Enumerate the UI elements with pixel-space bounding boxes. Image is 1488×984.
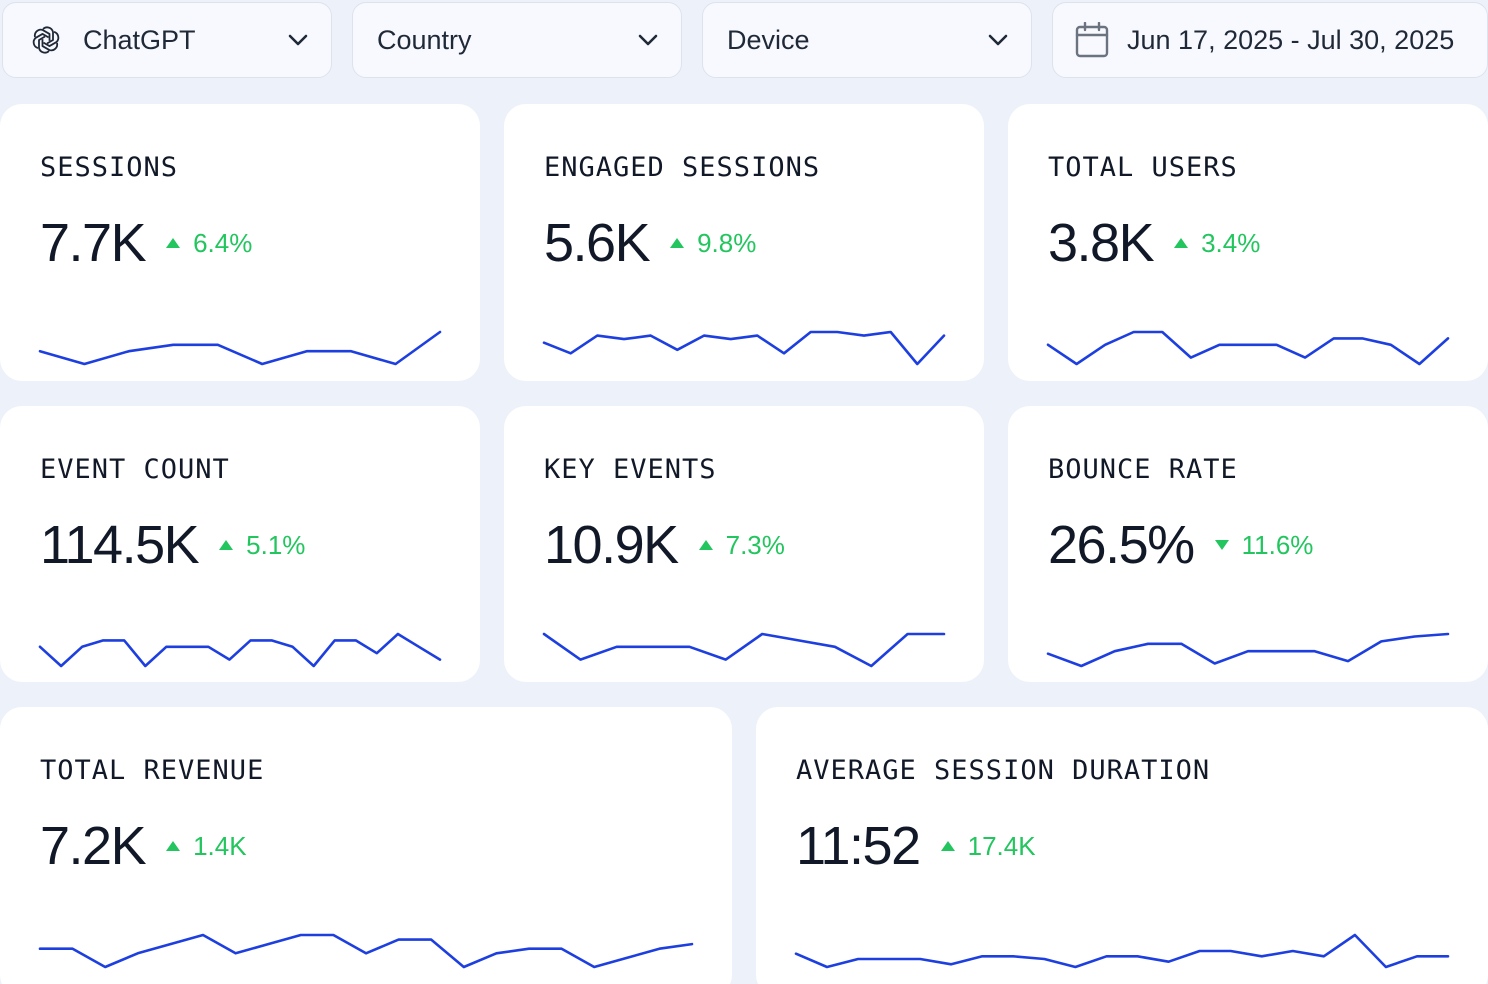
chevron-down-icon — [637, 29, 659, 51]
metric-delta: 5.1% — [218, 530, 305, 561]
country-filter-dropdown[interactable]: Country — [352, 2, 682, 78]
metric-card-bounce-rate: BOUNCE RATE 26.5% 11.6% — [1008, 406, 1488, 682]
sparkline-chart — [38, 933, 694, 969]
sparkline-chart — [794, 933, 1450, 969]
date-range-label: Jun 17, 2025 - Jul 30, 2025 — [1127, 24, 1455, 55]
sparkline-chart — [1046, 632, 1450, 668]
metric-delta-value: 9.8% — [697, 227, 757, 258]
metric-delta: 11.6% — [1214, 529, 1314, 561]
metric-delta-value: 6.4% — [193, 227, 253, 258]
metric-value: 114.5K — [40, 515, 200, 575]
metric-card-event-count: EVENT COUNT 114.5K 5.1% — [0, 406, 480, 682]
triangle-up-icon — [669, 237, 685, 249]
date-range-picker[interactable]: Jun 17, 2025 - Jul 30, 2025 — [1052, 2, 1488, 78]
triangle-down-icon — [1214, 539, 1230, 551]
metric-delta-value: 7.3% — [725, 529, 785, 560]
sparkline-series-total-revenue — [38, 933, 694, 969]
metric-title: SESSIONS — [40, 152, 179, 183]
triangle-up-icon — [1173, 237, 1189, 249]
metric-title: EVENT COUNT — [40, 454, 230, 485]
triangle-up-icon — [165, 237, 181, 249]
metric-card-average-session-duration: AVERAGE SESSION DURATION 11:52 17.4K — [756, 707, 1488, 984]
metric-delta: 6.4% — [165, 228, 252, 259]
triangle-up-icon — [698, 539, 714, 551]
triangle-up-icon — [940, 840, 956, 852]
metric-title: TOTAL USERS — [1048, 152, 1238, 183]
sparkline-chart — [542, 632, 946, 668]
sparkline-chart — [542, 330, 946, 366]
source-filter-dropdown[interactable]: ChatGPT — [2, 2, 332, 78]
metric-delta: 7.3% — [698, 530, 785, 561]
metric-delta-value: 1.4K — [193, 830, 247, 861]
metric-value: 10.9K — [544, 515, 679, 575]
metric-card-key-events: KEY EVENTS 10.9K 7.3% — [504, 406, 984, 682]
metric-delta: 9.8% — [669, 228, 756, 259]
metric-delta-value: 17.4K — [967, 830, 1036, 861]
metric-value: 11:52 — [796, 816, 921, 876]
sparkline-series-sessions — [38, 330, 442, 366]
metric-title: ENGAGED SESSIONS — [544, 152, 821, 183]
chatgpt-logo-icon — [29, 23, 63, 57]
triangle-up-icon — [218, 539, 234, 551]
device-filter-dropdown[interactable]: Device — [702, 2, 1032, 78]
triangle-up-icon — [165, 840, 181, 852]
sparkline-chart — [1046, 330, 1450, 366]
device-filter-label: Device — [727, 24, 810, 55]
metric-value: 7.7K — [40, 213, 147, 273]
metric-delta: 17.4K — [940, 831, 1036, 862]
calendar-icon — [1075, 22, 1109, 58]
metric-value: 3.8K — [1048, 213, 1155, 273]
metric-card-total-revenue: TOTAL REVENUE 7.2K 1.4K — [0, 707, 732, 984]
sparkline-series-bounce-rate — [1046, 632, 1450, 668]
metric-card-sessions: SESSIONS 7.7K 6.4% — [0, 104, 480, 381]
sparkline-series-total-users — [1046, 330, 1450, 366]
metric-title: BOUNCE RATE — [1048, 454, 1238, 485]
source-filter-label: ChatGPT — [83, 24, 196, 55]
metric-title: KEY EVENTS — [544, 454, 717, 485]
metric-title: TOTAL REVENUE — [40, 755, 265, 786]
metric-card-total-users: TOTAL USERS 3.8K 3.4% — [1008, 104, 1488, 381]
sparkline-chart — [38, 330, 442, 366]
metric-delta: 3.4% — [1173, 228, 1260, 259]
sparkline-series-event-count — [38, 632, 442, 668]
chevron-down-icon — [287, 29, 309, 51]
sparkline-series-key-events — [542, 632, 946, 668]
metric-value: 5.6K — [544, 213, 651, 273]
metric-delta-value: 3.4% — [1201, 227, 1261, 258]
sparkline-series-engaged-sessions — [542, 330, 946, 366]
metric-delta-value: 5.1% — [246, 529, 306, 560]
metric-value: 26.5% — [1048, 515, 1195, 575]
metric-delta: 1.4K — [165, 831, 247, 862]
metric-card-engaged-sessions: ENGAGED SESSIONS 5.6K 9.8% — [504, 104, 984, 381]
country-filter-label: Country — [377, 24, 472, 55]
metric-delta-value: 11.6% — [1241, 529, 1314, 560]
filter-bar: ChatGPT Country Device Jun 17, 2025 - Ju… — [0, 0, 1488, 80]
sparkline-series-average-session-duration — [794, 933, 1450, 969]
sparkline-chart — [38, 632, 442, 668]
metric-title: AVERAGE SESSION DURATION — [796, 755, 1211, 786]
chevron-down-icon — [987, 29, 1009, 51]
metric-value: 7.2K — [40, 816, 147, 876]
